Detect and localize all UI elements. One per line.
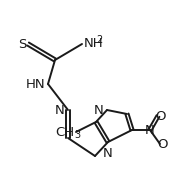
- Text: 3: 3: [74, 130, 80, 140]
- Text: N: N: [94, 103, 104, 116]
- Text: N: N: [103, 147, 113, 160]
- Text: HN: HN: [25, 78, 45, 91]
- Text: S: S: [18, 38, 26, 51]
- Text: 2: 2: [96, 35, 102, 45]
- Text: N: N: [55, 103, 65, 116]
- Text: NH: NH: [84, 36, 104, 49]
- Text: O: O: [156, 110, 166, 123]
- Text: N: N: [145, 124, 155, 137]
- Text: CH: CH: [55, 126, 74, 139]
- Text: O: O: [158, 137, 168, 150]
